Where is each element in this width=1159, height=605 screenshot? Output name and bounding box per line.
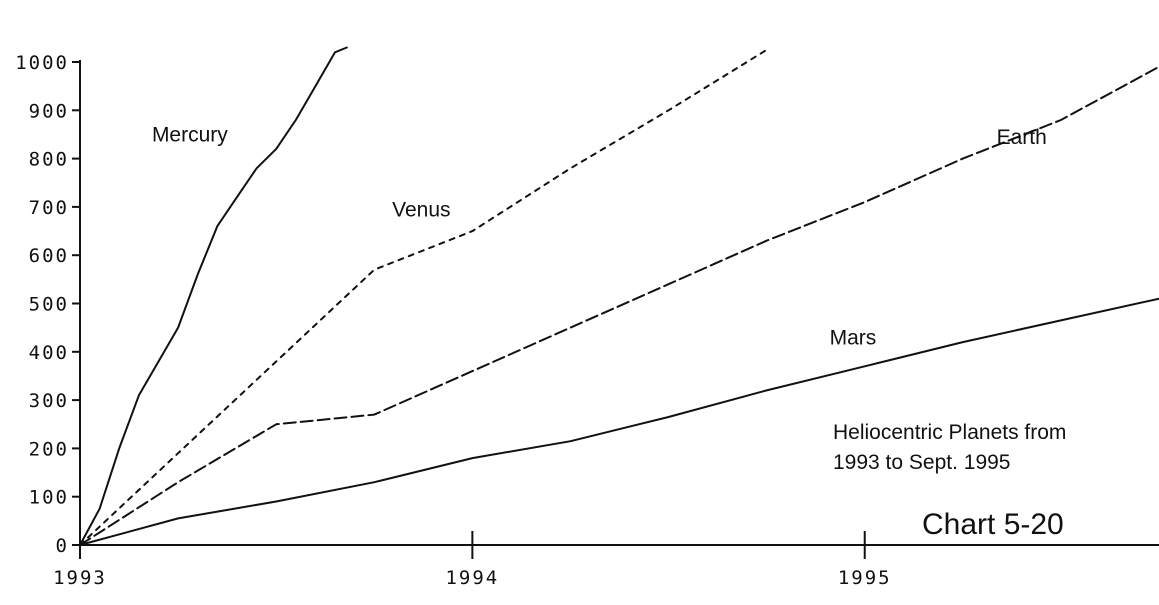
series-label-mars: Mars (830, 327, 877, 350)
x-tick-label: 1993 (53, 567, 107, 589)
y-tick-label: 0 (56, 535, 69, 557)
y-tick-label: 800 (29, 149, 69, 171)
y-tick-label: 300 (29, 390, 69, 412)
x-tick-label: 1995 (838, 567, 892, 589)
y-tick-label: 100 (29, 487, 69, 509)
x-axis-ticks: 1993 1994 1995 (53, 531, 892, 589)
series-line-mercury (79, 46, 348, 546)
y-tick-label: 200 (29, 438, 69, 460)
series-label-earth: Earth (997, 126, 1047, 149)
y-tick-label: 700 (29, 197, 69, 219)
y-tick-label: 600 (29, 245, 69, 267)
y-tick-label: 500 (29, 294, 69, 316)
y-tick-label: 400 (29, 342, 69, 364)
y-tick-label: 900 (29, 100, 69, 122)
series-label-mercury: Mercury (152, 124, 228, 147)
series-labels: Mercury Venus Earth Mars (152, 124, 1047, 350)
series-line-mars (79, 297, 1159, 546)
series-label-venus: Venus (392, 199, 450, 222)
series-group (79, 46, 1159, 546)
series-line-earth (79, 65, 1159, 546)
y-tick-label: 1000 (15, 52, 69, 74)
chart-note-line-2: 1993 to Sept. 1995 (833, 451, 1011, 474)
chart-id-label: Chart 5-20 (922, 508, 1064, 541)
x-tick-label: 1994 (445, 567, 499, 589)
y-axis-ticks: 0 100 200 300 400 500 600 700 800 900 1000 (15, 52, 80, 557)
series-line-venus (79, 48, 768, 546)
chart-note-line-1: Heliocentric Planets from (833, 421, 1066, 444)
